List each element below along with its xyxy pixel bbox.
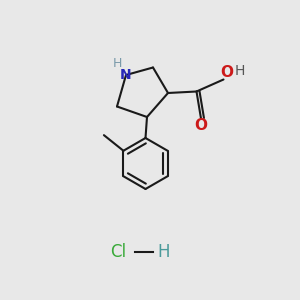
Text: H: H — [157, 243, 170, 261]
Text: N: N — [120, 68, 132, 82]
Text: O: O — [194, 118, 208, 134]
Text: H: H — [112, 57, 122, 70]
Text: H: H — [235, 64, 245, 77]
Text: Cl: Cl — [110, 243, 127, 261]
Text: O: O — [220, 65, 233, 80]
